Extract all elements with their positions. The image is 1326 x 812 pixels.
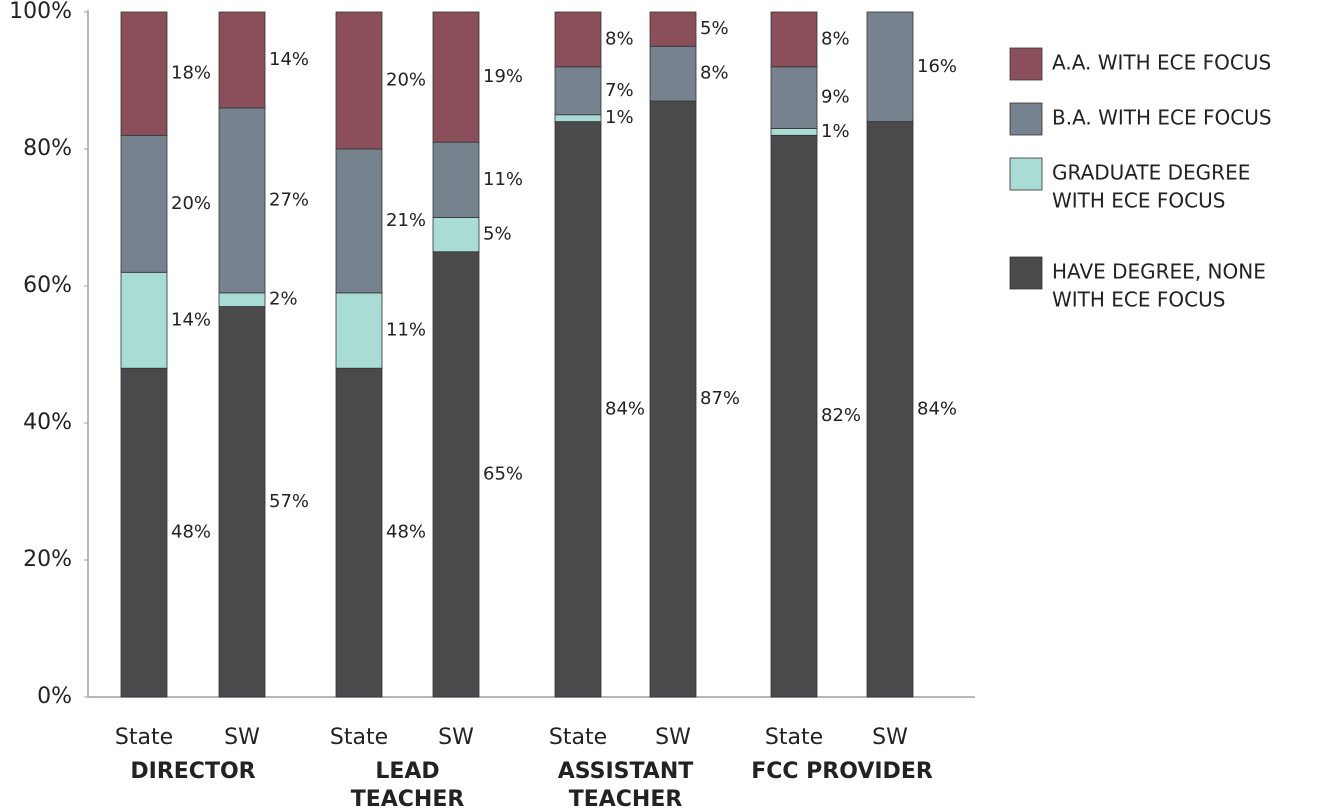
bar-segment — [120, 11, 168, 136]
group-label: TEACHER — [351, 787, 465, 812]
y-tick-label: 60% — [23, 273, 72, 298]
bar-segment — [218, 107, 266, 294]
bar-segment — [554, 114, 602, 122]
bar-segment — [120, 134, 168, 273]
bar-segment — [554, 11, 602, 68]
bar-segment — [335, 292, 383, 369]
x-tick-label: SW — [224, 725, 260, 750]
y-tick-label: 40% — [23, 410, 72, 435]
x-tick-label: State — [765, 725, 823, 750]
legend-label: WITH ECE FOCUS — [1052, 288, 1225, 312]
bar-segment — [218, 11, 266, 109]
data-label: 20% — [171, 193, 211, 214]
legend-label: A.A. WITH ECE FOCUS — [1052, 51, 1271, 75]
bar-segment — [770, 128, 818, 136]
legend-swatch — [1009, 157, 1043, 191]
bar-segment — [649, 11, 697, 47]
data-label: 48% — [386, 522, 426, 543]
bar-segment — [432, 141, 480, 218]
group-label: TEACHER — [569, 787, 683, 812]
data-label: 19% — [483, 66, 523, 87]
bar-segment — [649, 100, 697, 698]
data-label: 1% — [821, 121, 850, 142]
bar-segment — [335, 148, 383, 294]
data-label: 9% — [821, 87, 850, 108]
x-tick-label: State — [549, 725, 607, 750]
bar-segment — [649, 45, 697, 102]
y-tick-label: 0% — [37, 684, 72, 709]
data-label: 5% — [483, 224, 512, 245]
legend-label: B.A. WITH ECE FOCUS — [1052, 106, 1272, 130]
legend-swatch — [1009, 47, 1043, 81]
x-tick-label: SW — [438, 725, 474, 750]
data-label: 48% — [171, 522, 211, 543]
y-tick-label: 20% — [23, 547, 72, 572]
bar-segment — [554, 66, 602, 116]
data-label: 1% — [605, 107, 634, 128]
y-tick-label: 80% — [23, 136, 72, 161]
bar-segment — [554, 121, 602, 698]
bar-segment — [770, 11, 818, 68]
x-tick-label: State — [330, 725, 388, 750]
data-label: 16% — [917, 56, 957, 77]
legend-label: WITH ECE FOCUS — [1052, 189, 1225, 213]
legend-swatch — [1009, 102, 1043, 136]
data-label: 21% — [386, 210, 426, 231]
data-label: 14% — [171, 309, 211, 330]
group-label: LEAD — [375, 759, 439, 784]
data-label: 87% — [700, 388, 740, 409]
data-label: 65% — [483, 463, 523, 484]
legend-label: HAVE DEGREE, NONE — [1052, 260, 1266, 284]
data-label: 5% — [700, 18, 729, 39]
group-label: ASSISTANT — [558, 759, 694, 784]
data-label: 82% — [821, 405, 861, 426]
data-label: 57% — [269, 491, 309, 512]
data-label: 11% — [386, 320, 426, 341]
data-label: 18% — [171, 63, 211, 84]
bar-segment — [335, 11, 383, 150]
data-label: 7% — [605, 80, 634, 101]
group-label: DIRECTOR — [130, 759, 255, 784]
bar-segment — [432, 251, 480, 698]
bar-segment — [120, 367, 168, 698]
x-tick-label: SW — [872, 725, 908, 750]
data-label: 2% — [269, 289, 298, 310]
bar-segment — [218, 292, 266, 307]
data-label: 20% — [386, 70, 426, 91]
bar-segment — [432, 217, 480, 253]
bar-segment — [866, 121, 914, 698]
group-label: FCC PROVIDER — [751, 759, 933, 784]
data-label: 8% — [605, 28, 634, 49]
bar-segment — [335, 367, 383, 698]
legend-swatch — [1009, 256, 1043, 290]
bar-segment — [770, 134, 818, 698]
bar-segment — [866, 11, 914, 122]
bar-segment — [432, 11, 480, 143]
data-label: 84% — [917, 398, 957, 419]
x-tick-label: State — [115, 725, 173, 750]
y-tick-label: 100% — [9, 0, 72, 24]
bar-segment — [770, 66, 818, 129]
bar-segment — [218, 306, 266, 698]
data-label: 84% — [605, 398, 645, 419]
data-label: 8% — [700, 63, 729, 84]
data-label: 8% — [821, 28, 850, 49]
legend-label: GRADUATE DEGREE — [1052, 161, 1250, 185]
x-tick-label: SW — [655, 725, 691, 750]
data-label: 11% — [483, 169, 523, 190]
data-label: 27% — [269, 189, 309, 210]
bar-segment — [120, 271, 168, 369]
data-label: 14% — [269, 49, 309, 70]
